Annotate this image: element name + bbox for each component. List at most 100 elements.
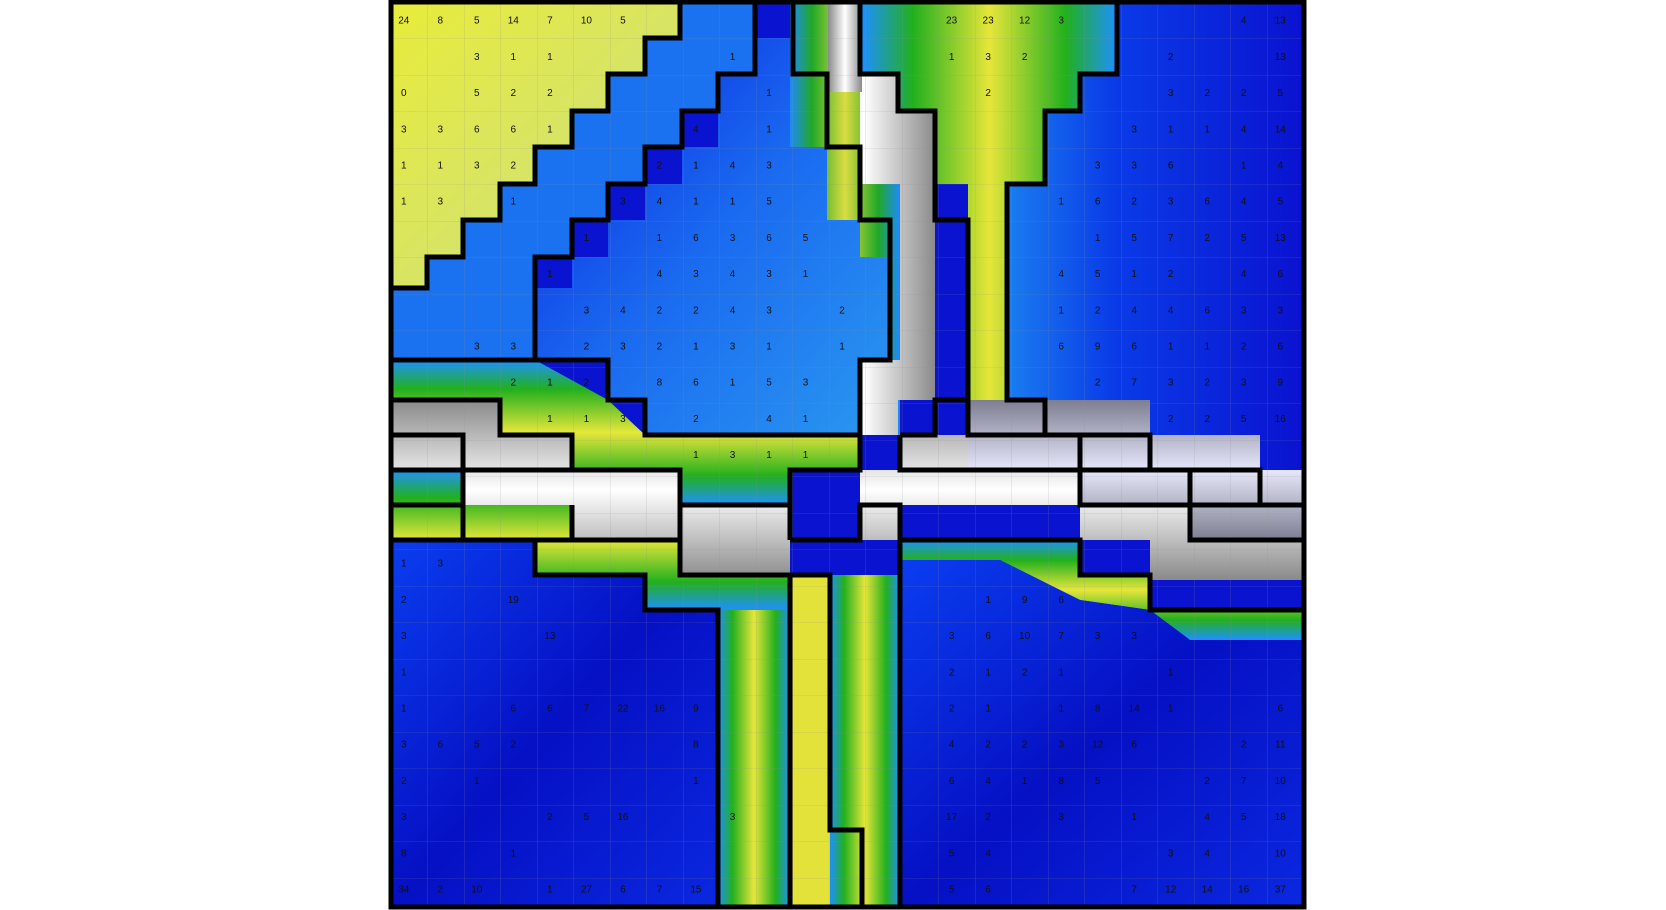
- cell-count-label: 2: [1241, 342, 1247, 353]
- cell-count-label: 1: [1168, 342, 1174, 353]
- cell-count-label: 3: [401, 631, 407, 642]
- cell-count-label: 1: [547, 124, 553, 135]
- cell-count-label: 13: [1275, 16, 1287, 27]
- cell-count-label: 4: [1168, 305, 1174, 316]
- cell-count-label: 6: [1278, 704, 1284, 715]
- cell-count-label: 5: [1241, 414, 1247, 425]
- cell-count-label: 3: [474, 52, 480, 63]
- cell-count-label: 6: [985, 631, 991, 642]
- cell-count-label: 1: [1058, 197, 1064, 208]
- cell-count-label: 17: [946, 812, 958, 823]
- cell-count-label: 2: [511, 88, 517, 99]
- cell-count-label: 8: [401, 848, 407, 859]
- cell-count-label: 5: [474, 16, 480, 27]
- cell-count-label: 9: [1095, 342, 1101, 353]
- cell-count-label: 6: [620, 885, 626, 896]
- cell-count-label: 1: [657, 233, 663, 244]
- cell-count-label: 2: [1204, 378, 1210, 389]
- cell-count-label: 23: [946, 16, 958, 27]
- cell-count-label: 2: [657, 161, 663, 172]
- cell-count-label: 8: [1058, 776, 1064, 787]
- cell-count-label: 1: [766, 124, 772, 135]
- cell-count-label: 1: [401, 161, 407, 172]
- cell-count-label: 1: [730, 378, 736, 389]
- cell-count-label: 1: [1131, 812, 1137, 823]
- cell-count-label: 2: [547, 88, 553, 99]
- cell-count-label: 2: [438, 885, 444, 896]
- cell-count-label: 1: [547, 885, 553, 896]
- cell-count-label: 1: [401, 197, 407, 208]
- cell-count-label: 6: [1168, 161, 1174, 172]
- cell-count-label: 2: [1022, 667, 1028, 678]
- cell-count-label: 2: [985, 88, 991, 99]
- cell-count-label: 14: [1129, 704, 1141, 715]
- cell-count-label: 2: [1095, 378, 1101, 389]
- cell-count-label: 8: [693, 740, 699, 751]
- cell-count-label: 6: [511, 124, 517, 135]
- cell-count-label: 1: [1131, 269, 1137, 280]
- cell-count-label: 19: [508, 595, 520, 606]
- cell-count-label: 3: [438, 197, 444, 208]
- cell-count-label: 4: [1241, 197, 1247, 208]
- cell-count-label: 6: [693, 233, 699, 244]
- cell-count-label: 1: [438, 161, 444, 172]
- cell-count-label: 1: [1058, 704, 1064, 715]
- cell-count-label: 1: [474, 776, 480, 787]
- cell-count-label: 2: [985, 740, 991, 751]
- cell-count-label: 3: [1131, 631, 1137, 642]
- cell-count-label: 7: [1131, 378, 1137, 389]
- region-boundaries: [391, 2, 1304, 907]
- cell-count-label: 7: [657, 885, 663, 896]
- cell-count-labels: 24 8 5 14 7 10 5 23 23 12 3 4 133 1 1 1 1 3 2 2 130 5 2 2 1 2 3 2 2 5…: [398, 16, 1286, 896]
- cell-count-label: 1: [766, 88, 772, 99]
- cell-count-label: 3: [1168, 88, 1174, 99]
- cell-count-label: 6: [1204, 197, 1210, 208]
- cell-count-label: 3: [620, 414, 626, 425]
- cell-count-label: 1: [730, 197, 736, 208]
- cell-count-label: 3: [438, 559, 444, 570]
- cell-count-label: 5: [584, 812, 590, 823]
- cell-count-label: 6: [693, 378, 699, 389]
- cell-count-label: 3: [1131, 161, 1137, 172]
- cell-count-label: 3: [730, 233, 736, 244]
- cell-count-label: 9: [1278, 378, 1284, 389]
- cell-count-label: 2: [1022, 740, 1028, 751]
- cell-count-label: 4: [1241, 16, 1247, 27]
- cell-count-label: 4: [620, 305, 626, 316]
- cell-count-label: 11: [1275, 740, 1286, 751]
- cell-count-label: 6: [1204, 305, 1210, 316]
- cell-count-label: 1: [511, 197, 517, 208]
- cell-count-label: 2: [1095, 305, 1101, 316]
- cell-count-label: 4: [730, 161, 736, 172]
- cell-count-label: 5: [1241, 812, 1247, 823]
- cell-count-label: 5: [1241, 233, 1247, 244]
- cell-count-label: 1: [1022, 776, 1028, 787]
- cell-count-label: 3: [1058, 740, 1064, 751]
- cell-count-label: 4: [1204, 848, 1210, 859]
- cell-count-label: 3: [730, 812, 736, 823]
- grid-overlay: [391, 2, 1304, 907]
- cell-count-label: 1: [1241, 161, 1247, 172]
- cell-count-label: 1: [839, 342, 845, 353]
- cell-count-label: 5: [949, 885, 955, 896]
- cell-count-label: 7: [584, 704, 590, 715]
- cell-count-label: 2: [1204, 233, 1210, 244]
- cell-count-label: 3: [766, 161, 772, 172]
- cell-count-label: 7: [547, 16, 553, 27]
- cell-count-label: 23: [983, 16, 995, 27]
- cell-count-label: 10: [471, 885, 483, 896]
- cell-count-label: 6: [1131, 740, 1137, 751]
- cell-count-label: 3: [1241, 378, 1247, 389]
- cell-count-label: 3: [620, 197, 626, 208]
- cell-count-label: 10: [581, 16, 593, 27]
- cell-count-label: 3: [474, 161, 480, 172]
- cell-count-label: 4: [693, 124, 699, 135]
- cell-count-label: 5: [620, 16, 626, 27]
- cell-count-label: 2: [1204, 414, 1210, 425]
- cell-count-label: 5: [1278, 88, 1284, 99]
- cell-count-label: 1: [1168, 124, 1174, 135]
- cell-count-label: 14: [508, 16, 520, 27]
- cell-count-label: 6: [985, 885, 991, 896]
- cell-count-label: 3: [985, 52, 991, 63]
- cell-count-label: 1: [401, 559, 407, 570]
